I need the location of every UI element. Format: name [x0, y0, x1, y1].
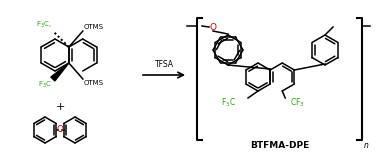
Text: n: n	[364, 141, 369, 150]
Text: O: O	[209, 22, 217, 31]
Text: F$_3$C: F$_3$C	[38, 80, 52, 90]
Text: BTFMA-DPE: BTFMA-DPE	[250, 141, 309, 150]
Text: TFSA: TFSA	[155, 60, 174, 69]
Text: CF$_3$: CF$_3$	[290, 97, 305, 109]
Text: +: +	[55, 102, 65, 112]
Text: OTMS: OTMS	[84, 80, 104, 86]
Text: OTMS: OTMS	[84, 24, 104, 30]
Text: O: O	[56, 126, 64, 135]
Text: F$_3$C: F$_3$C	[221, 97, 236, 109]
Polygon shape	[51, 63, 69, 81]
Text: F$_3$C,: F$_3$C,	[36, 20, 52, 30]
